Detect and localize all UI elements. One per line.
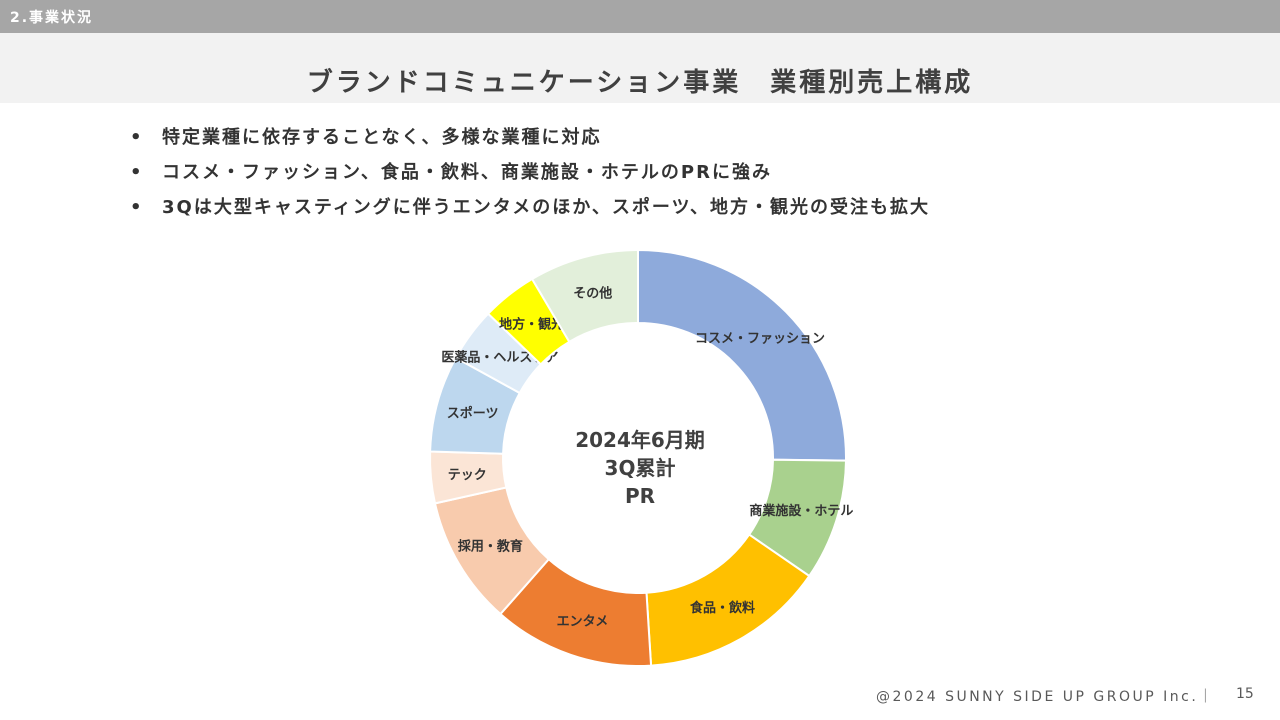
donut-slice bbox=[530, 248, 639, 344]
slice-label: エンタメ bbox=[557, 614, 609, 629]
section-label: 2.事業状況 bbox=[10, 10, 94, 26]
bullet-item: • 3Qは大型キャスティングに伴うエンタメのほか、スポーツ、地方・観光の受注も拡大 bbox=[128, 195, 930, 230]
slice-label: その他 bbox=[573, 286, 612, 302]
title-band bbox=[0, 33, 1280, 103]
page-number: 15 bbox=[1236, 686, 1254, 702]
slice-label: スポーツ bbox=[447, 406, 499, 422]
center-label-quarter: 3Q累計 bbox=[604, 456, 676, 480]
bullet-text: 特定業種に依存することなく、多様な業種に対応 bbox=[162, 127, 602, 148]
bullet-dot: • bbox=[130, 162, 144, 183]
bullet-text: コスメ・ファッション、食品・飲料、商業施設・ホテルのPRに強み bbox=[162, 162, 772, 183]
footer-copyright: @2024 SUNNY SIDE UP GROUP Inc.｜ bbox=[876, 689, 1215, 705]
slice-label: 商業施設・ホテル bbox=[749, 503, 853, 519]
bullet-item: • 特定業種に依存することなく、多様な業種に対応 bbox=[128, 125, 930, 160]
slice-label: 採用・教育 bbox=[458, 538, 523, 554]
section-header-bar: 2.事業状況 bbox=[0, 0, 1280, 33]
bullet-text: 3Qは大型キャスティングに伴うエンタメのほか、スポーツ、地方・観光の受注も拡大 bbox=[162, 197, 931, 218]
bullet-dot: • bbox=[130, 197, 144, 218]
bullet-dot: • bbox=[130, 127, 144, 148]
slice-label: テック bbox=[448, 468, 487, 483]
donut-slice bbox=[637, 248, 847, 462]
slice-label: 食品・飲料 bbox=[690, 600, 755, 616]
slide-title: ブランドコミュニケーション事業 業種別売上構成 bbox=[306, 68, 974, 98]
slice-label: 地方・観光 bbox=[499, 316, 564, 332]
bullet-list: • 特定業種に依存することなく、多様な業種に対応 • コスメ・ファッション、食品・飲… bbox=[128, 125, 930, 230]
center-label-segment: PR bbox=[624, 484, 656, 508]
bullet-item: • コスメ・ファッション、食品・飲料、商業施設・ホテルのPRに強み bbox=[128, 160, 930, 195]
center-label-period: 2024年6月期 bbox=[575, 428, 705, 452]
slice-label: コスメ・ファッション bbox=[695, 331, 825, 346]
